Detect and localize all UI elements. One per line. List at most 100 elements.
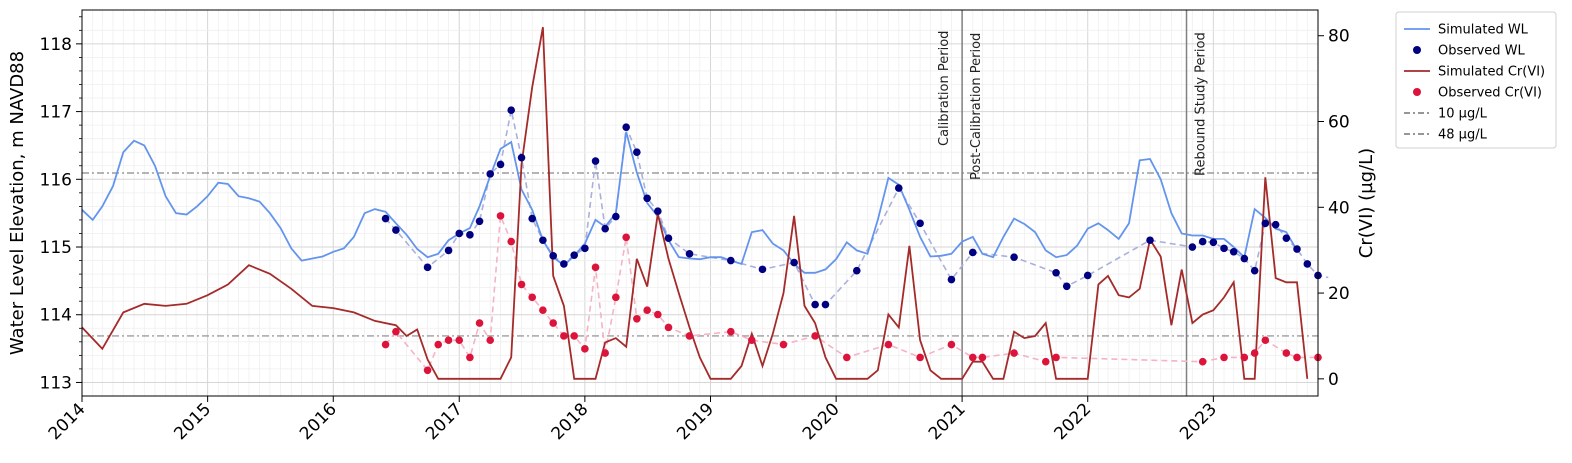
y-right-tick-label: 60 (1328, 113, 1350, 133)
grid (81, 10, 1319, 396)
observed-crvi-point (455, 336, 464, 345)
observed-wl-point (1083, 271, 1092, 280)
observed-wl-point (581, 244, 589, 253)
x-tick-label: 2014 (45, 399, 90, 444)
observed-crvi-point (496, 212, 505, 220)
legend-label: Simulated WL (1438, 23, 1529, 38)
y-right-tick-label: 0 (1328, 370, 1339, 390)
observed-crvi-point (517, 280, 526, 289)
observed-crvi-point (947, 340, 956, 349)
observed-crvi-point (727, 327, 735, 336)
plot-frame (81, 9, 1319, 397)
observed-crvi-point (748, 336, 756, 345)
x-tick-label: 2022 (1051, 399, 1096, 444)
observed-crvi-point (633, 315, 641, 323)
observed-wl-point (790, 258, 798, 267)
observed-crvi-dashed-line (384, 215, 1318, 372)
x-tick-label: 2020 (799, 399, 844, 444)
y-right-tick-label: 40 (1328, 198, 1350, 218)
observed-crvi-point (486, 336, 495, 345)
observed-crvi-point (381, 340, 390, 349)
y-left-tick-label: 114 (40, 306, 72, 326)
observed-wl-point (664, 234, 673, 243)
y-left-tick-label: 116 (40, 170, 72, 190)
observed-crvi-point (779, 340, 788, 349)
observed-wl-point (1010, 253, 1018, 261)
observed-crvi-point (842, 353, 851, 362)
legend-label: Observed Cr(VI) (1438, 86, 1542, 101)
observed-wl-point (612, 212, 620, 221)
observed-wl-point (654, 207, 662, 215)
observed-wl-point (496, 160, 505, 169)
observed-crvi-point (884, 340, 893, 349)
x-tick-label: 2019 (673, 399, 718, 444)
observed-crvi-point (581, 345, 589, 353)
observed-wl-point (549, 252, 558, 260)
observed-crvi-point (392, 327, 400, 336)
observed-wl-point (591, 157, 600, 165)
observed-crvi-point (612, 293, 620, 302)
observed-wl-point (560, 260, 568, 268)
y-axis-left-label: Water Level Elevation, m NAVD88 (7, 51, 28, 355)
observed-crvi-point (622, 233, 630, 242)
observed-wl-point (1250, 266, 1259, 275)
observed-wl-point (1062, 282, 1071, 291)
legend-label: Observed WL (1438, 44, 1526, 59)
x-tick-label: 2021 (925, 399, 970, 444)
period-label: Calibration Period (937, 31, 952, 146)
observed-crvi-point (685, 332, 694, 340)
observed-crvi-point (601, 349, 609, 357)
period-markers: Calibration Period Post-Calibration Perio… (937, 10, 1209, 396)
reference-lines (82, 172, 1318, 337)
observed-wl-point (601, 224, 609, 233)
observed-wl-point (1293, 245, 1301, 253)
observed-wl-point (1282, 234, 1291, 243)
x-axis: 2014 2015 2016 2017 2018 2019 2020 2021 2022 2023 (45, 396, 1221, 444)
legend-label: 10 µg/L (1438, 107, 1488, 122)
y-left-tick-label: 118 (40, 35, 72, 55)
observed-crvi-point (1261, 336, 1270, 345)
observed-wl-point (444, 246, 453, 255)
x-tick-label: 2018 (548, 399, 593, 444)
observed-wl-point (894, 184, 903, 192)
observed-crvi-point (1282, 349, 1291, 357)
observed-crvi-point (916, 353, 924, 362)
observed-wl-point (539, 236, 547, 245)
observed-wl-point (821, 300, 830, 309)
observed-crvi-point (654, 310, 662, 319)
observed-wl-point (1052, 268, 1060, 277)
observed-crvi-point (507, 237, 516, 246)
y-left-tick-label: 117 (40, 103, 72, 123)
observed-wl-point (1271, 220, 1280, 229)
observed-wl-point (1146, 236, 1154, 245)
observed-wl-point (1198, 237, 1207, 246)
y-right-tick-label: 80 (1328, 27, 1350, 47)
observed-crvi-point (643, 306, 651, 315)
observed-crvi-point (1250, 349, 1259, 357)
legend-label: 48 µg/L (1438, 128, 1488, 143)
observed-wl-point (1220, 244, 1228, 253)
observed-wl-point (1209, 238, 1218, 247)
x-tick-label: 2023 (1176, 399, 1221, 444)
observed-crvi-point (434, 340, 443, 349)
legend-box (1395, 11, 1557, 149)
series-layer (81, 27, 1329, 380)
legend-swatch (1413, 46, 1421, 54)
observed-crvi-point (466, 353, 474, 362)
observed-wl-point (643, 194, 651, 203)
observed-wl-point (1261, 219, 1270, 228)
observed-crvi-point (591, 263, 600, 272)
y-right-tick-label: 20 (1328, 284, 1350, 304)
observed-crvi-point (570, 332, 578, 340)
observed-wl-point (1229, 247, 1238, 256)
observed-wl-point (455, 229, 464, 238)
observed-crvi-point (811, 332, 819, 340)
x-tick-label: 2015 (170, 399, 215, 444)
observed-crvi-point (1240, 353, 1249, 362)
observed-wl-point (466, 231, 474, 239)
observed-crvi-point (1010, 349, 1018, 357)
period-label: Rebound Study Period (1194, 32, 1209, 176)
observed-crvi-point (423, 366, 432, 375)
x-tick-label: 2016 (296, 399, 341, 444)
